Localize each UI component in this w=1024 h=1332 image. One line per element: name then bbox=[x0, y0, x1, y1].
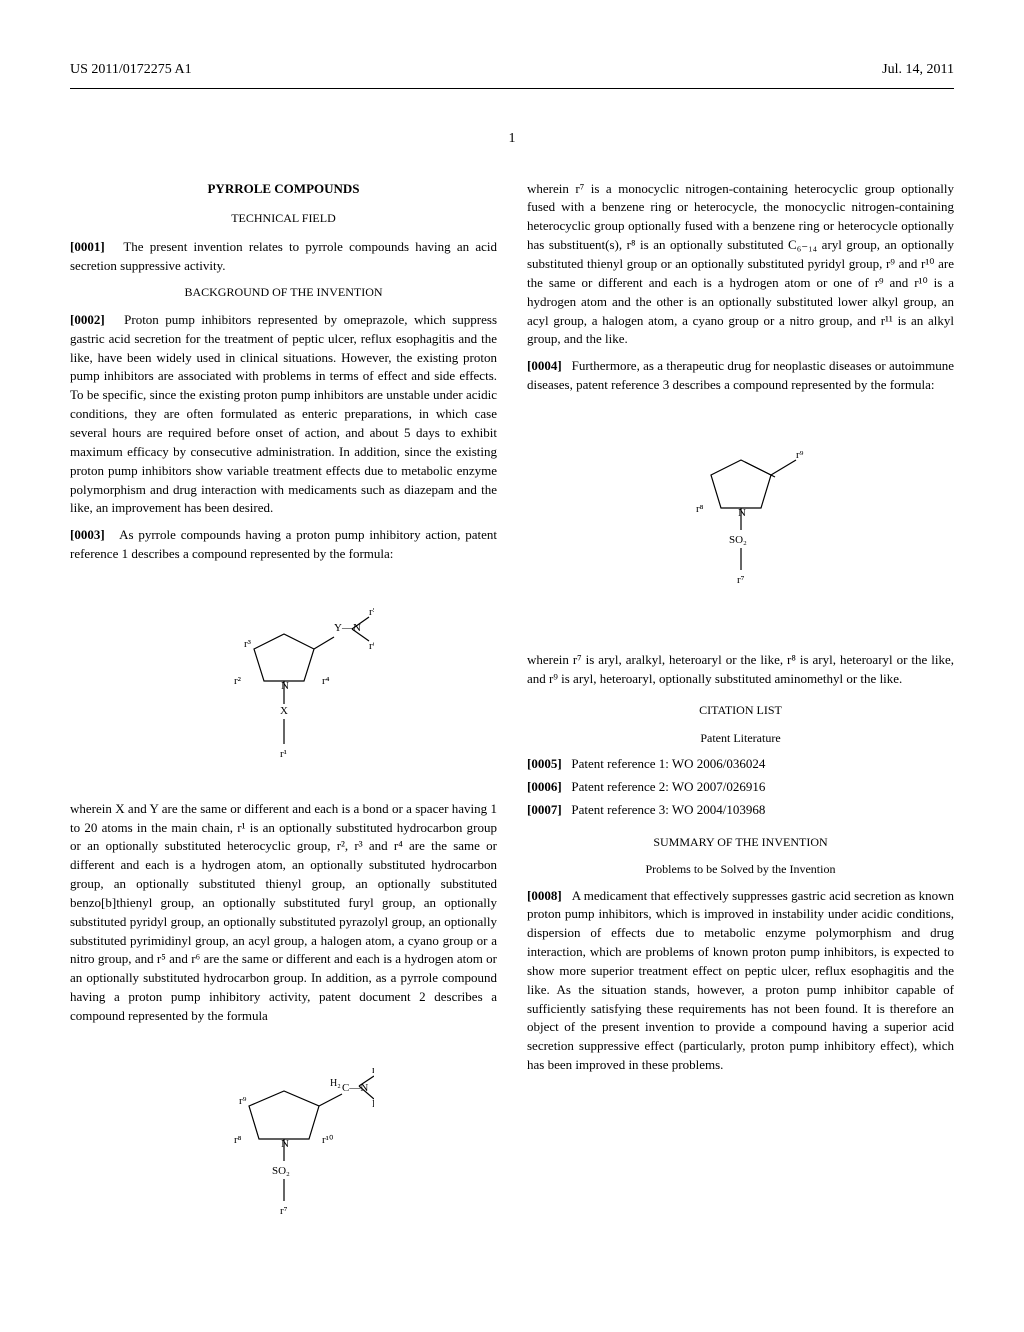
header-rule bbox=[70, 88, 954, 89]
para-number: [0003] bbox=[70, 527, 105, 542]
paragraph-0008: [0008] A medicament that effectively sup… bbox=[527, 887, 954, 1075]
svg-text:SO₂: SO₂ bbox=[729, 534, 747, 546]
svg-text:r²: r² bbox=[234, 675, 242, 687]
para-text: Patent reference 3: WO 2004/103968 bbox=[571, 802, 765, 817]
paragraph-0003: [0003] As pyrrole compounds having a pro… bbox=[70, 526, 497, 564]
para-number: [0007] bbox=[527, 802, 562, 817]
right-column: wherein r⁷ is a monocyclic nitrogen-cont… bbox=[527, 180, 954, 1272]
svg-text:C—N: C—N bbox=[342, 1082, 368, 1094]
citation-list-heading: CITATION LIST bbox=[527, 702, 954, 719]
para-number: [0008] bbox=[527, 888, 562, 903]
svg-text:N: N bbox=[738, 507, 746, 519]
paragraph-0007: [0007] Patent reference 3: WO 2004/10396… bbox=[527, 801, 954, 820]
paragraph-0004: [0004] Furthermore, as a therapeutic dru… bbox=[527, 357, 954, 395]
svg-text:r¹: r¹ bbox=[280, 748, 287, 760]
wherein-text-2: wherein r⁷ is a monocyclic nitrogen-cont… bbox=[527, 180, 954, 350]
para-text: Furthermore, as a therapeutic drug for n… bbox=[527, 358, 954, 392]
paragraph-0005: [0005] Patent reference 1: WO 2006/03602… bbox=[527, 755, 954, 774]
chemical-structure-2: H₂ r⁹ r⁸ r¹⁰ N C—N r¹¹ H SO₂ r⁷ bbox=[70, 1051, 497, 1247]
svg-text:r⁸: r⁸ bbox=[234, 1134, 242, 1146]
svg-text:r⁴: r⁴ bbox=[322, 675, 330, 687]
technical-field-heading: TECHNICAL FIELD bbox=[70, 210, 497, 227]
para-text: Patent reference 1: WO 2006/036024 bbox=[571, 756, 765, 771]
svg-text:SO₂: SO₂ bbox=[272, 1165, 290, 1177]
paragraph-0001: [0001] The present invention relates to … bbox=[70, 238, 497, 276]
para-text: Proton pump inhibitors represented by om… bbox=[70, 312, 497, 515]
problems-heading: Problems to be Solved by the Invention bbox=[527, 861, 954, 878]
page-number: 1 bbox=[70, 129, 954, 149]
svg-text:X: X bbox=[280, 705, 288, 717]
para-number: [0001] bbox=[70, 239, 105, 254]
doc-date: Jul. 14, 2011 bbox=[882, 60, 954, 80]
para-number: [0002] bbox=[70, 312, 105, 327]
svg-text:r⁷: r⁷ bbox=[737, 574, 745, 586]
para-number: [0005] bbox=[527, 756, 562, 771]
wherein-text-3: wherein r⁷ is aryl, aralkyl, heteroaryl … bbox=[527, 651, 954, 689]
svg-text:r¹⁰: r¹⁰ bbox=[322, 1134, 334, 1146]
svg-text:r³: r³ bbox=[244, 638, 252, 650]
svg-text:r¹¹: r¹¹ bbox=[372, 1064, 374, 1076]
summary-heading: SUMMARY OF THE INVENTION bbox=[527, 834, 954, 851]
paragraph-0002: [0002] Proton pump inhibitors represente… bbox=[70, 311, 497, 518]
svg-text:r⁹: r⁹ bbox=[239, 1095, 247, 1107]
chemical-structure-1: r³ r² r⁴ N Y—N r⁵ r⁶ X r¹ bbox=[70, 589, 497, 775]
document-title: PYRROLE COMPOUNDS bbox=[70, 180, 497, 199]
svg-text:Y—N: Y—N bbox=[334, 622, 361, 634]
svg-text:r⁹: r⁹ bbox=[796, 449, 804, 461]
svg-text:r⁵: r⁵ bbox=[369, 606, 374, 618]
document-header: US 2011/0172275 A1 Jul. 14, 2011 bbox=[70, 60, 954, 80]
para-text: The present invention relates to pyrrole… bbox=[70, 239, 497, 273]
para-text: Patent reference 2: WO 2007/026916 bbox=[571, 779, 765, 794]
svg-text:N: N bbox=[281, 1138, 289, 1150]
svg-text:r⁸: r⁸ bbox=[696, 503, 704, 515]
para-number: [0004] bbox=[527, 358, 562, 373]
svg-text:N: N bbox=[281, 680, 289, 692]
chemical-structure-3: r⁹ r⁸ N SO₂ r⁷ bbox=[527, 420, 954, 626]
content-columns: PYRROLE COMPOUNDS TECHNICAL FIELD [0001]… bbox=[70, 180, 954, 1272]
wherein-text-1: wherein X and Y are the same or differen… bbox=[70, 800, 497, 1026]
patent-literature-heading: Patent Literature bbox=[527, 730, 954, 747]
para-text: A medicament that effectively suppresses… bbox=[527, 888, 954, 1073]
paragraph-0006: [0006] Patent reference 2: WO 2007/02691… bbox=[527, 778, 954, 797]
background-heading: BACKGROUND OF THE INVENTION bbox=[70, 284, 497, 301]
left-column: PYRROLE COMPOUNDS TECHNICAL FIELD [0001]… bbox=[70, 180, 497, 1272]
svg-text:H: H bbox=[372, 1098, 374, 1110]
doc-number: US 2011/0172275 A1 bbox=[70, 60, 192, 80]
para-text: As pyrrole compounds having a proton pum… bbox=[70, 527, 497, 561]
para-number: [0006] bbox=[527, 779, 562, 794]
svg-text:H₂: H₂ bbox=[330, 1078, 341, 1089]
svg-text:r⁶: r⁶ bbox=[369, 640, 374, 652]
svg-text:r⁷: r⁷ bbox=[280, 1205, 288, 1217]
